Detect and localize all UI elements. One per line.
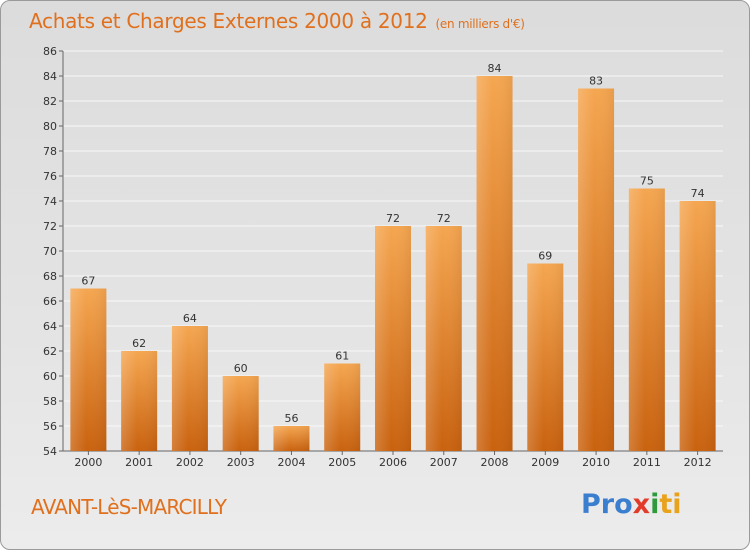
label-layer: 67 62 64 60 56 61 72 72 84 69 83 75 74 [81,62,704,425]
chart-subtitle: (en milliers d'€) [435,17,525,31]
x-tick-label: 2011 [633,456,661,469]
bar-shine-2010 [578,88,615,451]
y-tick-label: 56 [43,420,57,433]
x-tick-label: 2001 [125,456,153,469]
chart-title: Achats et Charges Externes 2000 à 2012 (e… [29,9,525,33]
data-label: 75 [640,175,654,188]
bar-shine-2009 [527,263,564,451]
y-tick-label: 68 [43,270,57,283]
data-label: 83 [589,75,603,88]
x-tick-label: 2002 [176,456,204,469]
bar-shine-2000 [70,288,107,451]
bar-shine-2012 [679,201,716,451]
bar-shine-2006 [375,226,411,451]
logo-part-3: i [650,489,660,520]
chart-title-text: Achats et Charges Externes 2000 à 2012 [29,9,428,33]
bar-shine-2011 [628,188,665,451]
bar-layer [70,76,716,451]
data-label: 62 [132,337,146,350]
bar-shine-2005 [324,363,361,451]
y-tick-label: 60 [43,370,57,383]
data-label: 61 [335,350,349,363]
logo-part-4: ti [659,489,682,520]
x-tick-label: 2000 [74,456,102,469]
data-label: 67 [81,275,95,288]
data-label: 72 [386,212,400,225]
bar-shine-2002 [171,326,208,451]
data-label: 74 [691,187,705,200]
data-label: 60 [234,362,248,375]
data-label: 69 [538,250,552,263]
x-tick-label: 2012 [684,456,712,469]
y-tick-label: 66 [43,295,57,308]
x-tick-label: 2009 [531,456,559,469]
y-tick-label: 78 [43,145,57,158]
data-label: 84 [488,62,502,75]
y-tick-label: 80 [43,120,57,133]
bar-shine-2004 [273,426,310,451]
x-tick-label: 2004 [277,456,305,469]
y-tick-label: 86 [43,45,57,58]
y-tick-label: 82 [43,95,57,108]
bar-shine-2003 [222,376,259,451]
y-tick-label: 76 [43,170,57,183]
bar-shine-2008 [476,76,513,451]
commune-name: AVANT-LèS-MARCILLY [31,495,227,519]
x-tick-label: 2003 [227,456,255,469]
y-tick-label: 54 [43,445,57,458]
x-tick-label: 2010 [582,456,610,469]
proxiti-logo: Proxiti [581,489,682,520]
data-label: 72 [437,212,451,225]
x-tick-label: 2005 [328,456,356,469]
logo-part-2: x [632,489,651,520]
logo-part-1: Pro [581,489,633,520]
x-tick-label: 2007 [430,456,458,469]
y-tick-label: 58 [43,395,57,408]
y-tick-label: 64 [43,320,57,333]
y-tick-label: 70 [43,245,57,258]
y-tick-label: 84 [43,70,57,83]
bar-shine-2001 [121,351,158,451]
y-tick-label: 72 [43,220,57,233]
y-tick-label: 74 [43,195,57,208]
bar-shine-2007 [425,226,462,451]
x-tick-label: 2008 [481,456,509,469]
x-tick-label: 2006 [379,456,407,469]
data-label: 56 [284,412,298,425]
data-label: 64 [183,312,197,325]
y-tick-label: 62 [43,345,57,358]
